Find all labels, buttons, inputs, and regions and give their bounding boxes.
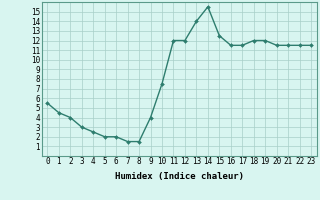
X-axis label: Humidex (Indice chaleur): Humidex (Indice chaleur) xyxy=(115,172,244,181)
